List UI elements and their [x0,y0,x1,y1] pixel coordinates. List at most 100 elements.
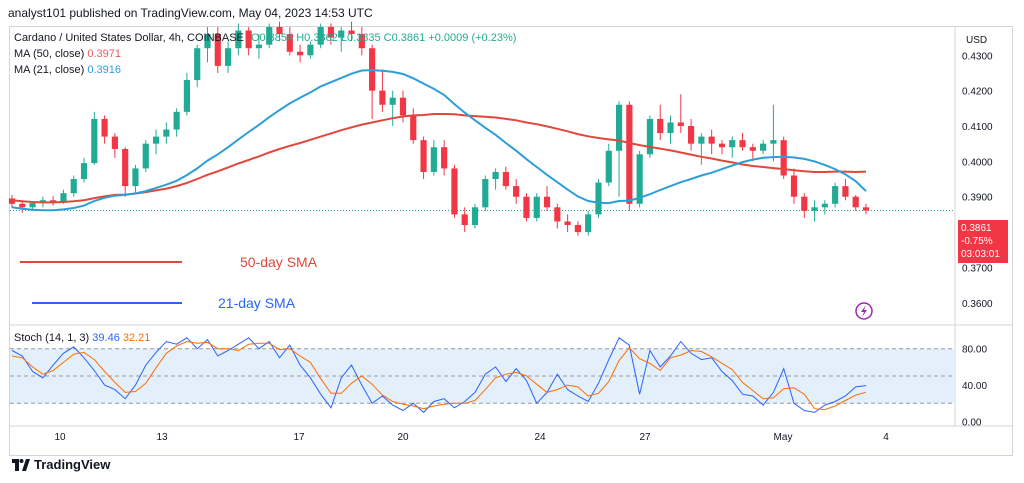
stoch-legend: Stoch (14, 1, 3) 39.46 32.21 [14,330,150,346]
candle-body [399,97,407,116]
candle-body [317,27,324,45]
time-tick-label: 24 [534,432,546,443]
price-tick-label: 0.4100 [962,122,993,133]
candle [142,140,149,172]
candle [687,118,695,151]
candle-body [554,207,561,222]
tradingview-logo-icon [12,458,30,471]
ma21-line [11,69,867,212]
candle [286,27,293,56]
candle-body [605,150,612,183]
candle-body [152,136,160,144]
price-change: -0.75% [961,236,993,247]
candle-body [790,175,798,197]
price-tick-label: 0.3900 [962,193,993,204]
price-tick-label: 0.4000 [962,157,993,168]
candle [70,175,77,197]
sma21-annotation: 21-day SMA [218,295,296,311]
candle [595,179,602,218]
candle [482,175,489,211]
candle-body [245,30,252,49]
candle-body [636,154,643,204]
candle-body [389,97,396,105]
candle [801,193,808,218]
stoch-k-line [11,337,867,414]
candle-body [832,186,839,204]
ma21-value: 0.3916 [87,64,122,76]
stoch-tick-label: 0.00 [962,417,982,428]
candle [615,101,623,197]
candle [194,44,201,88]
candle [379,69,386,112]
candle-body [410,115,417,141]
candle-body [770,140,777,144]
candle-body [224,48,232,66]
candle [50,196,57,206]
candle-body [327,27,335,38]
candle [667,115,674,144]
candle [533,193,540,222]
candle-body [523,196,530,218]
price-tick-label: 0.3700 [962,263,993,274]
candle-body [29,203,36,208]
candle-body [111,136,118,149]
candle-body [142,143,149,169]
candle [718,140,726,155]
candle [152,129,160,155]
candle [471,203,479,229]
candle-body [492,171,499,180]
candle [513,179,520,204]
candle [862,203,870,215]
candle [492,168,499,190]
candle-body [451,168,458,215]
candle [214,27,221,73]
ohlc-values: O0.3854 H0.3862 L0.3835 C0.3861 +0.0009 … [250,32,517,44]
candle [502,166,509,190]
candle [317,23,324,49]
candle [307,41,314,59]
tradingview-logo[interactable]: TradingView [12,457,110,472]
candle-body [338,30,345,38]
candle [749,143,756,162]
ma50-value: 0.3971 [87,48,122,60]
candle-body [358,34,365,49]
candle-body [749,147,756,151]
candle [729,136,736,158]
candle-body [122,148,129,187]
time-tick-label: 27 [639,432,651,443]
candle [91,111,98,165]
candle-body [718,143,726,148]
candle [821,200,828,215]
candle [204,27,211,63]
time-tick-label: 13 [156,432,168,443]
time-tick-label: 20 [397,432,409,443]
candle-body [615,104,623,151]
candle [255,34,263,59]
candle [111,133,118,158]
candle [235,23,242,56]
last-price-tag: 0.3861 -0.75% 03:03:01 [958,220,1008,263]
candle-body [543,196,551,208]
candle [19,200,26,213]
lightning-icon[interactable] [855,302,873,320]
candle [338,27,345,52]
candle-body [708,136,715,144]
candle-body [471,207,479,225]
candle [276,21,283,42]
candle [8,194,16,209]
price-tick-label: 0.3600 [962,299,993,310]
candle-body [513,186,520,197]
time-tick-label: 10 [54,432,66,443]
candle [183,72,191,116]
candle-body [132,168,139,187]
candle [543,186,551,211]
candle-body [235,30,242,49]
candle-body [461,214,468,225]
candle-body [585,214,592,233]
candle-body [430,147,437,172]
candle-body [482,179,489,208]
bar-countdown: 03:03:01 [961,249,1000,260]
stoch-label: Stoch (14, 1, 3) [14,332,90,344]
candle [132,164,139,194]
